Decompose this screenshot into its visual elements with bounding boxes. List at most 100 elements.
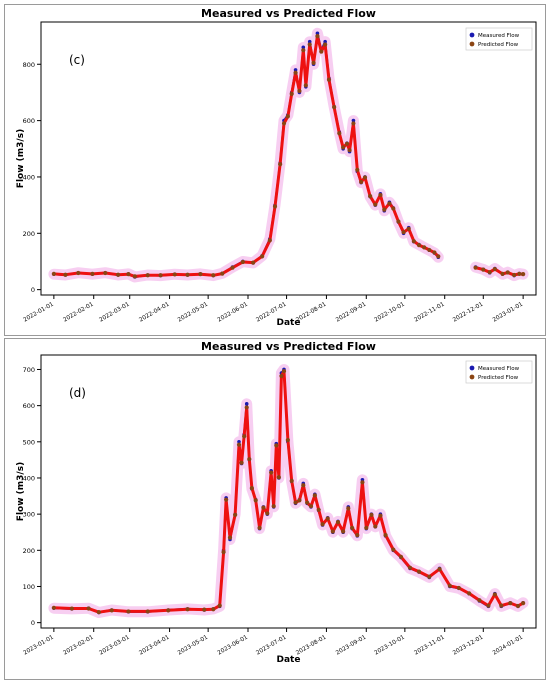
y-tick-label: 200 <box>23 547 35 555</box>
predicted-flow-point <box>508 601 513 606</box>
predicted-flow-point <box>315 33 320 39</box>
chart-panel-d: Measured vs Predicted Flow 0 100 200 300 400 5… <box>4 338 546 680</box>
predicted-flow-point <box>373 202 378 207</box>
predicted-flow-point <box>341 529 346 534</box>
predicted-flow-point <box>267 238 272 243</box>
legend-box <box>465 360 533 384</box>
x-tick-label: 2023-02-01 <box>63 634 95 656</box>
predicted-flow-point <box>265 511 270 516</box>
predicted-flow-point <box>416 569 422 574</box>
predicted-flow-point <box>378 192 383 198</box>
predicted-flow-point <box>236 442 242 447</box>
predicted-flow-point <box>247 457 252 462</box>
predicted-flow-point <box>383 533 388 538</box>
legend-marker-predicted <box>469 374 475 380</box>
predicted-flow-point <box>126 272 131 277</box>
predicted-flow-point <box>301 483 306 488</box>
predicted-flow-point <box>422 245 427 250</box>
predicted-flow-point <box>96 610 101 615</box>
x-tick-label: 2022-09-01 <box>335 301 367 323</box>
predicted-flow-point <box>323 42 328 47</box>
predicted-flow-point <box>198 272 203 277</box>
predicted-flow-point <box>467 591 472 596</box>
predicted-flow-point <box>305 500 310 505</box>
chart-panel-c: Measured vs Predicted Flow 0 200 400 600 800 2… <box>4 4 546 336</box>
predicted-flow-point <box>481 267 486 272</box>
predicted-flow-point <box>406 226 411 231</box>
y-tick-label: 200 <box>23 230 35 238</box>
predicted-flow-point <box>432 250 437 255</box>
predicted-flow-point <box>297 88 302 94</box>
predicted-flow-point <box>382 207 387 212</box>
y-tick-label: 600 <box>23 402 35 410</box>
flow-band <box>48 27 444 283</box>
predicted-flow-point <box>325 516 330 521</box>
predicted-flow-point <box>145 609 150 614</box>
predicted-flow-point <box>289 478 294 483</box>
predicted-flow-point <box>521 272 526 277</box>
predicted-flow-point <box>344 141 350 146</box>
predicted-flow-point <box>63 272 68 277</box>
predicted-flow-point <box>391 547 396 552</box>
chart-title: Measured vs Predicted Flow <box>201 7 376 20</box>
legend-label-predicted: Predicted Flow <box>478 42 519 48</box>
legend-label-measured: Measured Flow <box>478 33 520 39</box>
measured-flow-point <box>351 118 356 123</box>
predicted-flow-point <box>76 270 81 276</box>
y-tick-label: 800 <box>23 61 35 69</box>
x-axis-label: Date <box>277 655 301 665</box>
predicted-flow-point <box>211 607 216 612</box>
legend-marker-predicted <box>469 41 475 47</box>
x-tick-label: 2024-01-01 <box>492 634 524 656</box>
predicted-flow-point <box>272 204 278 209</box>
predicted-flow-point <box>308 504 314 509</box>
predicted-flow-point <box>521 601 526 606</box>
chart-d-svg: Measured vs Predicted Flow 0 100 200 300 400 5… <box>16 340 537 665</box>
predicted-flow-point <box>276 475 281 480</box>
predicted-flow-point <box>492 266 497 272</box>
predicted-flow-point <box>337 131 342 136</box>
predicted-flow-point <box>492 592 497 597</box>
predicted-flow-point <box>447 583 452 588</box>
panel-label: (d) <box>69 386 86 400</box>
predicted-flow-point <box>185 607 190 612</box>
predicted-flow-point <box>391 206 396 211</box>
predicted-flow-point <box>330 529 335 534</box>
predicted-flow-point <box>303 83 308 88</box>
y-tick-label: 400 <box>23 474 35 482</box>
x-tick-label: 2023-04-01 <box>138 634 170 656</box>
x-axis-label: Date <box>277 318 301 328</box>
panel-label: (c) <box>69 53 85 67</box>
y-tick-label: 100 <box>23 583 35 591</box>
plot-area-frame <box>40 21 537 296</box>
legend-label-predicted: Predicted Flow <box>478 375 519 381</box>
predicted-flow-point <box>51 271 56 276</box>
predicted-flow-point <box>512 272 517 278</box>
measured-flow-point <box>301 45 306 50</box>
x-tick-label: 2023-12-01 <box>452 634 484 656</box>
predicted-flow-point <box>221 550 226 555</box>
x-tick-label: 2022-04-01 <box>138 301 170 323</box>
predicted-flow-point <box>116 272 121 277</box>
predicted-flow-point <box>242 434 247 439</box>
predicted-flow-point <box>346 506 351 511</box>
predicted-flow-point <box>281 121 287 126</box>
predicted-flow-point <box>132 274 137 279</box>
predicted-flow-point <box>244 405 249 410</box>
predicted-flow-point <box>293 500 298 505</box>
predicted-flow-point <box>398 554 404 559</box>
predicted-flow-point <box>311 60 316 65</box>
legend-box <box>465 27 533 51</box>
flow-band <box>48 364 529 618</box>
x-tick-label: 2023-01-01 <box>23 634 55 656</box>
predicted-flow-point <box>351 121 356 126</box>
predicted-flow-point <box>456 585 461 591</box>
x-tick-label: 2023-08-01 <box>295 634 327 656</box>
predicted-flow-point <box>335 519 341 525</box>
predicted-flow-point <box>332 104 337 110</box>
y-tick-label: 0 <box>31 286 35 294</box>
predicted-flow-point <box>227 535 233 540</box>
predicted-flow-point <box>316 507 321 512</box>
predicted-flow-point <box>279 373 284 379</box>
